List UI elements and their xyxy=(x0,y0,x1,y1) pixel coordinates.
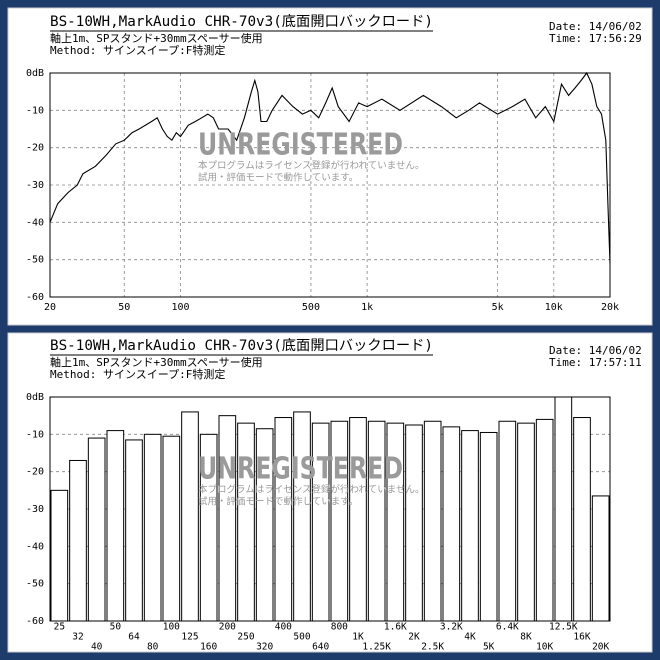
x-tick-label: 20K xyxy=(592,642,609,653)
y-tick-label: -50 xyxy=(26,579,44,590)
y-tick-label: -10 xyxy=(26,429,44,440)
time: Time: 17:57:11 xyxy=(549,356,642,369)
date: Date: 14/06/02 xyxy=(549,344,642,357)
bar xyxy=(162,435,181,622)
x-tick-label: 2K xyxy=(408,632,420,643)
x-tick-label: 1k xyxy=(361,302,373,313)
x-tick-label: 64 xyxy=(128,632,140,643)
watermark: UNREGISTERED xyxy=(198,452,403,487)
subtitle: Method: サインスイープ:F特測定 xyxy=(50,367,225,381)
bar xyxy=(517,422,535,622)
bar xyxy=(69,459,87,622)
x-tick-label: 640 xyxy=(312,642,329,653)
y-tick-label: -20 xyxy=(26,467,44,478)
x-tick-label: 2.5K xyxy=(421,642,444,653)
watermark: 本プログラムはライセンス登録が行われていません。 xyxy=(198,484,424,496)
bar xyxy=(498,420,517,622)
x-tick-label: 5K xyxy=(483,642,495,653)
bar xyxy=(349,417,367,622)
x-tick-label: 10k xyxy=(545,302,563,313)
watermark: 試用・評価モードで動作しています。 xyxy=(198,496,358,508)
x-tick-label: 12.5K xyxy=(549,622,578,633)
subtitle: 軸上1m、SPスタンド+30mmスペーサー使用 xyxy=(50,31,263,45)
chart-title: BS-10WH,MarkAudio CHR-70v3(底面開口バックロード) xyxy=(50,338,433,354)
x-tick-label: 50 xyxy=(118,302,130,313)
watermark: 本プログラムはライセンス登録が行われていません。 xyxy=(198,160,424,172)
bar xyxy=(405,424,423,622)
y-tick-label: -20 xyxy=(26,143,44,154)
x-tick-label: 400 xyxy=(275,622,292,633)
x-tick-label: 10K xyxy=(536,642,553,653)
x-tick-label: 500 xyxy=(302,302,320,313)
x-tick-label: 160 xyxy=(200,642,217,653)
x-tick-label: 3.2K xyxy=(440,622,463,633)
x-tick-label: 5k xyxy=(492,302,504,313)
bar xyxy=(479,431,498,622)
y-tick-label: -40 xyxy=(26,217,44,228)
bar xyxy=(423,420,442,622)
x-tick-label: 4K xyxy=(464,632,476,643)
y-tick-label: -30 xyxy=(26,180,44,191)
x-tick-label: 1.6K xyxy=(384,622,407,633)
bar xyxy=(535,418,554,622)
x-tick-label: 100 xyxy=(171,302,189,313)
x-tick-label: 16K xyxy=(573,632,590,643)
x-tick-label: 320 xyxy=(256,642,273,653)
x-tick-label: 200 xyxy=(219,622,236,633)
subtitle: Method: サインスイープ:F特測定 xyxy=(50,43,225,57)
x-tick-label: 40 xyxy=(91,642,103,653)
bar xyxy=(50,489,69,622)
response-line xyxy=(49,71,611,264)
bar xyxy=(143,433,162,622)
x-tick-label: 100 xyxy=(163,622,180,633)
x-tick-label: 20 xyxy=(44,302,56,313)
plot-frame xyxy=(49,72,611,298)
x-tick-label: 1.25K xyxy=(362,642,391,653)
x-tick-label: 80 xyxy=(147,642,159,653)
x-tick-label: 500 xyxy=(293,632,310,643)
x-tick-label: 250 xyxy=(237,632,254,643)
x-tick-label: 50 xyxy=(110,622,122,633)
time: Time: 17:56:29 xyxy=(549,32,642,45)
bar xyxy=(293,411,311,622)
x-tick-label: 6.4K xyxy=(496,622,519,633)
x-tick-label: 1K xyxy=(352,632,364,643)
y-tick-label: -40 xyxy=(26,541,44,552)
bar xyxy=(106,430,125,622)
panel xyxy=(7,7,653,326)
y-tick-label: 0dB xyxy=(26,68,44,79)
subtitle: 軸上1m、SPスタンド+30mmスペーサー使用 xyxy=(50,355,263,369)
y-tick-label: -30 xyxy=(26,504,44,515)
bar xyxy=(442,426,461,622)
x-tick-label: 32 xyxy=(72,632,83,643)
bar xyxy=(87,437,106,622)
bar xyxy=(461,430,479,622)
y-tick-label: -50 xyxy=(26,255,44,266)
bar xyxy=(218,415,237,622)
bar xyxy=(274,417,293,622)
watermark: UNREGISTERED xyxy=(198,128,403,163)
x-tick-label: 8K xyxy=(520,632,532,643)
y-tick-label: 0dB xyxy=(26,392,44,403)
bar xyxy=(554,396,573,622)
x-tick-label: 25 xyxy=(54,622,65,633)
x-tick-label: 125 xyxy=(181,632,198,643)
y-tick-label: -60 xyxy=(26,616,44,627)
bar xyxy=(573,417,591,622)
watermark: 試用・評価モードで動作しています。 xyxy=(198,172,358,184)
bar xyxy=(125,439,143,622)
plot-frame xyxy=(49,396,611,622)
y-tick-label: -10 xyxy=(26,105,44,116)
date: Date: 14/06/02 xyxy=(549,20,642,33)
x-tick-label: 800 xyxy=(331,622,348,633)
bar xyxy=(181,411,199,622)
chart-title: BS-10WH,MarkAudio CHR-70v3(底面開口バックロード) xyxy=(50,14,433,30)
x-tick-label: 20k xyxy=(601,302,619,313)
y-tick-label: -60 xyxy=(26,292,44,303)
bar xyxy=(591,495,610,622)
